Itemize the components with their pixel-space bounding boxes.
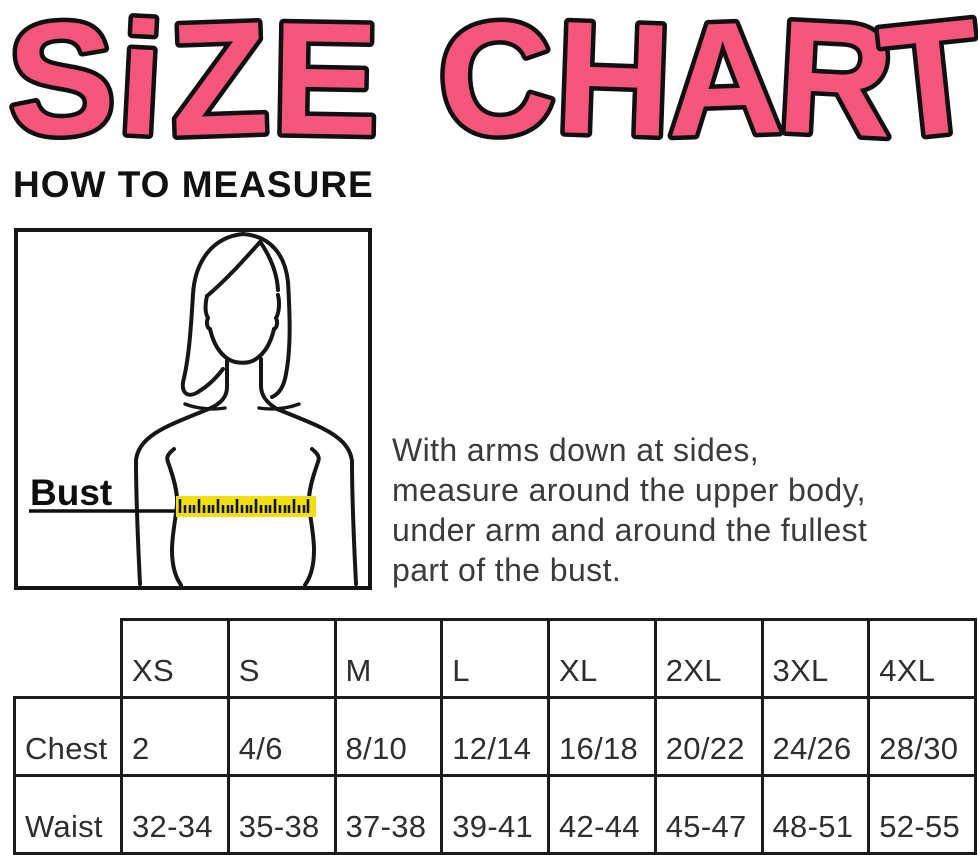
instruction-line: under arm and around the fullest <box>392 512 868 548</box>
title-letter-s: S <box>5 0 118 160</box>
measure-diagram: Bust <box>14 228 372 590</box>
title-letter-r: R <box>773 0 898 160</box>
face-outline <box>203 293 282 365</box>
chest-value: 2 <box>120 696 230 777</box>
waist-value: 37-38 <box>333 774 444 855</box>
chest-value: 28/30 <box>867 696 977 777</box>
size-chart-title: S i Z E C H A R T <box>1 0 978 160</box>
waist-value: 35-38 <box>226 774 337 855</box>
instruction-line: measure around the upper body, <box>392 472 866 508</box>
waist-value: 52-55 <box>867 774 977 855</box>
chest-value: 16/18 <box>547 696 657 777</box>
title-letter-a: A <box>663 0 785 160</box>
size-column-header: M <box>333 618 444 699</box>
waist-value: 39-41 <box>440 774 550 855</box>
instruction-line: With arms down at sides, <box>392 432 760 468</box>
diagram-border <box>14 228 372 590</box>
size-table-header-row: XS S M L XL 2XL 3XL 4XL <box>15 618 977 699</box>
size-column-header: XS <box>120 618 230 699</box>
bust-label: Bust <box>30 472 112 513</box>
chest-value: 8/10 <box>333 696 444 777</box>
waist-value: 48-51 <box>760 774 871 855</box>
how-to-measure-heading: HOW TO MEASURE <box>13 164 374 205</box>
size-column-header: 2XL <box>653 618 764 699</box>
chest-value: 24/26 <box>760 696 871 777</box>
size-column-header: L <box>440 618 550 699</box>
size-column-header: 3XL <box>760 618 871 699</box>
chest-value: 20/22 <box>653 696 764 777</box>
size-table: XS S M L XL 2XL 3XL 4XL Chest 2 4/6 8/10… <box>13 618 977 855</box>
hair-bangs <box>205 240 262 298</box>
waist-value: 42-44 <box>547 774 657 855</box>
neck-left-line <box>209 357 229 410</box>
size-column-header: 4XL <box>867 618 977 699</box>
title-letter-i: i <box>114 0 168 160</box>
title-letter-h: H <box>553 0 675 160</box>
hair-right-outline <box>241 232 292 399</box>
neck-right-line <box>259 357 279 411</box>
size-column-header: S <box>226 618 337 699</box>
title-letter-e: E <box>270 0 380 160</box>
title-letter-z: Z <box>167 0 271 160</box>
left-shoulder-arm <box>133 406 213 586</box>
instruction-line: part of the bust. <box>392 552 622 588</box>
size-column-header: XL <box>547 618 657 699</box>
waist-value: 45-47 <box>653 774 764 855</box>
figure-illustration: Bust <box>14 228 372 590</box>
collarbone-left <box>183 402 227 411</box>
chest-row-label: Chest <box>13 696 123 777</box>
tape-tick-marks <box>178 499 310 513</box>
measure-instructions: With arms down at sides, measure around … <box>392 430 978 590</box>
chest-value: 12/14 <box>440 696 550 777</box>
waist-value: 32-34 <box>120 774 230 855</box>
right-shoulder-arm <box>275 407 358 586</box>
collarbone-right <box>257 402 301 411</box>
chest-value: 4/6 <box>226 696 337 777</box>
hair-left-outline <box>180 232 245 397</box>
hair-right-inner <box>259 241 280 292</box>
waist-row-label: Waist <box>13 774 123 855</box>
chest-row: Chest 2 4/6 8/10 12/14 16/18 20/22 24/26… <box>13 696 977 777</box>
size-table-corner-blank <box>15 620 122 698</box>
title-letter-c: C <box>432 0 560 160</box>
title-letter-t: T <box>873 0 978 160</box>
waist-row: Waist 32-34 35-38 37-38 39-41 42-44 45-4… <box>13 774 977 855</box>
